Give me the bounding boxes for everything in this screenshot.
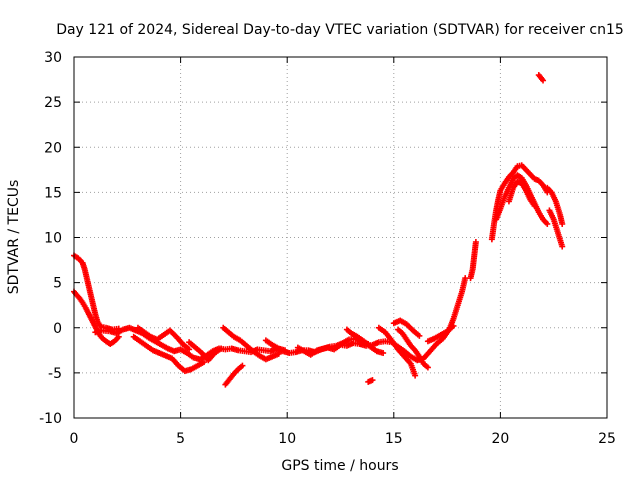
y-tick-label: -5 [48,366,62,382]
data-segment [467,239,479,282]
x-tick-label: 0 [70,431,79,447]
data-segment [220,324,282,363]
data-segment [535,72,547,84]
x-axis-title: GPS time / hours [281,458,398,474]
data-segment [395,326,431,371]
data-segment [390,317,423,339]
data-segment [130,333,208,375]
data-segment [71,252,122,333]
x-tick-label: 20 [491,431,509,447]
y-tick-label: 30 [44,50,62,66]
data-segment [262,337,289,354]
data-segment [544,184,566,227]
y-axis-title: SDTVAR / TECUs [6,180,22,295]
y-tick-label: 25 [44,95,62,111]
x-tick-label: 15 [385,431,403,447]
x-tick-label: 25 [598,431,616,447]
data-segment [343,326,387,357]
data-segment [424,322,457,345]
y-tick-label: 5 [53,276,62,292]
data-segment [71,288,122,347]
y-tick-label: 20 [44,140,62,156]
data-segment [222,362,246,388]
data-segment [505,178,538,209]
y-tick-label: -10 [39,411,62,427]
data-segment [365,377,376,385]
data-segment [375,324,419,379]
data-points [71,72,566,388]
data-segment [134,324,193,353]
grid-lines [74,57,607,418]
x-tick-label: 5 [176,431,185,447]
axis-ticks: 0 5 10 15 20 25 -10 -5 0 5 10 15 20 25 30 [39,50,616,447]
x-tick-label: 10 [278,431,296,447]
y-tick-label: 0 [53,321,62,337]
data-segment [186,339,225,364]
data-segment [488,162,551,243]
y-tick-label: 15 [44,185,62,201]
y-tick-label: 10 [44,231,62,247]
chart-title: Day 121 of 2024, Sidereal Day-to-day VTE… [56,22,624,38]
data-segment [546,207,566,250]
